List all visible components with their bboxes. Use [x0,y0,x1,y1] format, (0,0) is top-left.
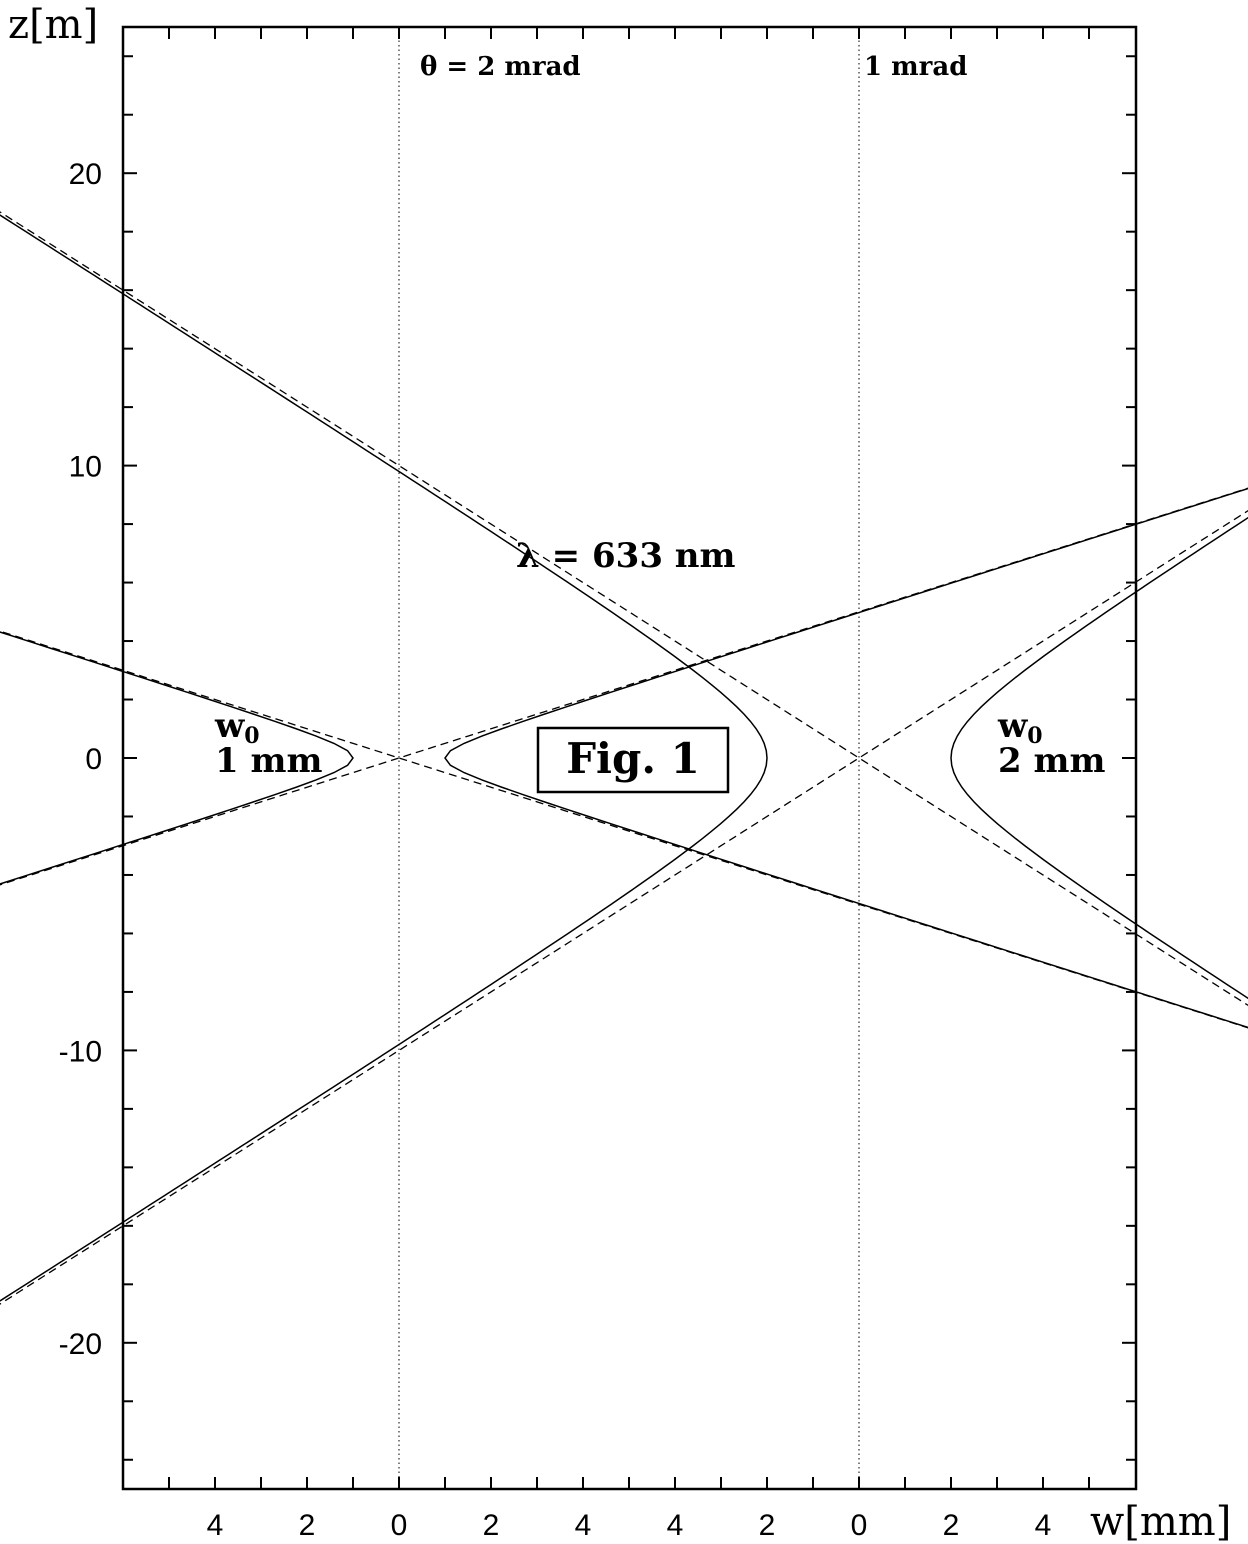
x-tick-label: 4 [207,1509,224,1542]
w0-right-value: 2 mm [998,741,1105,781]
x-tick-label: 4 [575,1509,592,1542]
x-tick-label: 2 [299,1509,316,1542]
x-tick-label: 2 [943,1509,960,1542]
x-tick-label: 4 [667,1509,684,1542]
x-tick-label: 4 [1035,1509,1052,1542]
y-tick-label: 0 [85,743,102,776]
wavelength-label: λ = 633 nm [516,536,736,576]
theta-right-label: 1 mrad [864,52,967,82]
x-tick-label: 2 [483,1509,500,1542]
x-tick-label: 2 [759,1509,776,1542]
x-axis-title: w[mm] [1090,1499,1231,1544]
x-tick-label: 0 [851,1509,868,1542]
y-axis-title: z[m] [8,2,98,48]
y-tick-label: -20 [59,1328,102,1361]
y-tick-label: -10 [59,1035,102,1068]
w0-left-value: 1 mm [215,741,322,781]
w0-left-w: w [214,706,245,746]
w0-left-symbol: w0 [214,706,260,749]
y-tick-label: 20 [69,158,102,191]
beam-envelope-line [0,214,768,1302]
beam-envelope-line [950,516,1248,1000]
beam-envelope-line [444,487,1248,1029]
y-tick-label: 10 [69,451,102,484]
w0-left-subscript: 0 [244,723,259,749]
w0-right-symbol: w0 [997,706,1043,749]
beam-envelope-line [0,631,354,885]
w0-right-w: w [997,706,1028,746]
asymptote-line [396,487,1248,1029]
asymptote-line [0,630,402,886]
beam-curves [0,27,1248,1489]
x-tick-label: 0 [391,1509,408,1542]
figure-label: Fig. 1 [566,734,700,783]
axis-ticks [123,27,1136,1489]
theta-left-label: θ = 2 mrad [420,52,581,82]
figure-label-box [536,726,730,794]
w0-right-subscript: 0 [1027,723,1042,749]
